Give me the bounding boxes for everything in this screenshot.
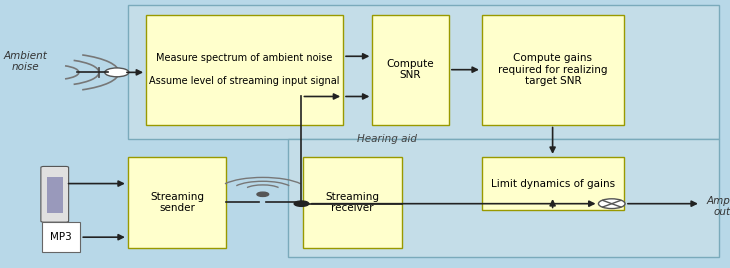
Circle shape bbox=[257, 192, 269, 196]
FancyBboxPatch shape bbox=[128, 5, 719, 139]
FancyBboxPatch shape bbox=[482, 157, 624, 210]
FancyBboxPatch shape bbox=[482, 15, 624, 125]
Text: Streaming
receiver: Streaming receiver bbox=[326, 192, 379, 213]
FancyBboxPatch shape bbox=[288, 139, 719, 257]
Circle shape bbox=[599, 199, 625, 209]
Circle shape bbox=[105, 68, 128, 77]
Text: Hearing aid: Hearing aid bbox=[357, 134, 417, 144]
Text: Measure spectrum of ambient noise

Assume level of streaming input signal: Measure spectrum of ambient noise Assume… bbox=[150, 53, 339, 86]
Text: Ambient
noise: Ambient noise bbox=[4, 51, 47, 72]
Text: Compute
SNR: Compute SNR bbox=[387, 59, 434, 80]
Text: Compute gains
required for realizing
target SNR: Compute gains required for realizing tar… bbox=[498, 53, 607, 86]
FancyBboxPatch shape bbox=[303, 157, 402, 248]
Text: Amplified
output: Amplified output bbox=[707, 196, 730, 217]
Text: Limit dynamics of gains: Limit dynamics of gains bbox=[491, 178, 615, 189]
Circle shape bbox=[294, 201, 309, 206]
FancyBboxPatch shape bbox=[128, 157, 226, 248]
FancyBboxPatch shape bbox=[41, 166, 69, 222]
Text: MP3: MP3 bbox=[50, 232, 72, 242]
FancyBboxPatch shape bbox=[42, 222, 80, 252]
FancyBboxPatch shape bbox=[47, 177, 63, 213]
FancyBboxPatch shape bbox=[146, 15, 343, 125]
FancyBboxPatch shape bbox=[372, 15, 449, 125]
Text: Streaming
sender: Streaming sender bbox=[150, 192, 204, 213]
